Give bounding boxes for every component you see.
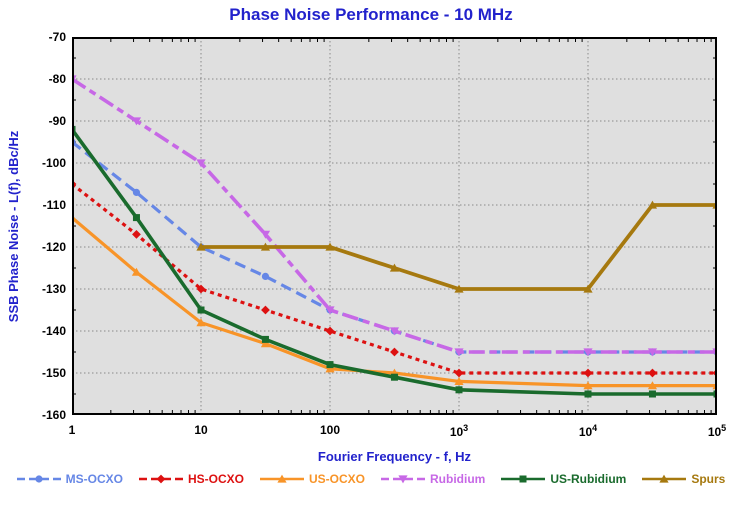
y-tick-label: -70 <box>48 30 66 44</box>
legend-label-us-rubidium: US-Rubidium <box>550 472 627 486</box>
plot-svg <box>72 37 717 415</box>
series-marker-us-ocxo <box>647 381 658 390</box>
series-marker-spurs <box>260 242 271 251</box>
series-marker-hs-ocxo <box>132 230 141 239</box>
x-axis-title: Fourier Frequency - f, Hz <box>317 449 472 464</box>
series-marker-rubidium <box>389 327 400 336</box>
series-marker-rubidium <box>325 306 335 315</box>
series-marker-rubidium <box>196 159 206 168</box>
y-tick-label: -120 <box>41 240 66 254</box>
series-marker-us-rubidium <box>648 390 656 398</box>
series-marker-us-ocxo <box>325 364 335 373</box>
y-tick-label: -130 <box>41 282 66 296</box>
legend-label-spurs: Spurs <box>691 472 726 486</box>
legend-item-us-rubidium: US-Rubidium <box>501 472 626 486</box>
legend-label-hs-ocxo: HS-OCXO <box>187 472 244 486</box>
legend: MS-OCXO HS-OCXO US-OCXO Rubidium US-Rubidium… <box>0 472 742 486</box>
series-marker-hs-ocxo <box>583 368 593 378</box>
series-marker-spurs <box>583 284 593 293</box>
x-tick-label: 10 <box>194 423 208 437</box>
series-marker-rubidium <box>647 348 658 357</box>
series-marker-spurs <box>325 242 335 251</box>
series-marker-spurs <box>647 200 658 209</box>
series-marker-us-ocxo <box>196 318 206 327</box>
legend-label-ms-ocxo: MS-OCXO <box>65 472 123 486</box>
legend-sample-us-rubidium <box>501 475 546 483</box>
legend-item-spurs: Spurs <box>642 472 725 486</box>
y-tick-label: -90 <box>48 114 66 128</box>
legend-label-us-ocxo: US-OCXO <box>309 472 366 486</box>
series-marker-us-ocxo <box>583 381 593 390</box>
legend-sample-rubidium <box>381 475 426 484</box>
series-marker-us-rubidium <box>390 373 398 381</box>
series-line-ms-ocxo <box>72 140 717 354</box>
series-marker-us-rubidium <box>261 335 269 343</box>
series-marker-rubidium <box>583 348 593 357</box>
series-marker-rubidium <box>454 348 464 357</box>
legend-item-rubidium: Rubidium <box>381 472 485 486</box>
x-tick-label: 103 <box>449 423 469 439</box>
y-tick-label: -140 <box>41 324 66 338</box>
series-marker-spurs <box>389 263 400 272</box>
series-marker-us-rubidium <box>132 214 140 222</box>
legend-sample-hs-ocxo <box>138 474 183 484</box>
series-line-us-rubidium <box>72 128 717 396</box>
y-tick-label: -100 <box>41 156 66 170</box>
legend-item-ms-ocxo: MS-OCXO <box>16 472 123 486</box>
y-axis-title-wrap: SSB Phase Noise - L(f), dBc/Hz <box>4 37 24 415</box>
x-tick-label: 1 <box>68 423 76 437</box>
y-tick-label: -150 <box>41 366 66 380</box>
series-line-spurs <box>201 203 717 291</box>
legend-sample-us-ocxo <box>260 474 304 483</box>
series-marker-ms-ocxo <box>261 272 270 280</box>
series-marker-hs-ocxo <box>390 347 399 357</box>
series-marker-us-rubidium <box>197 306 205 314</box>
legend-label-rubidium: Rubidium <box>430 472 486 486</box>
y-tick-label: -160 <box>41 408 66 422</box>
series-marker-us-rubidium <box>584 390 592 398</box>
series-marker-us-ocxo <box>454 377 464 385</box>
series-marker-rubidium <box>131 117 142 126</box>
x-tick-label: 100 <box>319 423 341 437</box>
series-marker-us-rubidium <box>455 386 463 394</box>
series-marker-hs-ocxo <box>261 305 270 315</box>
y-axis-title: SSB Phase Noise - L(f), dBc/Hz <box>6 130 22 322</box>
plot-background <box>72 37 717 415</box>
legend-sample-ms-ocxo <box>16 475 61 483</box>
legend-item-us-ocxo: US-OCXO <box>260 472 365 486</box>
legend-item-hs-ocxo: HS-OCXO <box>138 472 244 486</box>
y-tick-label: -80 <box>48 72 66 86</box>
x-tick-label: 104 <box>578 423 598 439</box>
series-marker-us-ocxo <box>260 339 271 348</box>
plot-border <box>72 37 717 415</box>
series-marker-us-ocxo <box>131 267 142 276</box>
series-marker-hs-ocxo <box>325 326 335 336</box>
x-tick-label: 105 <box>707 423 727 439</box>
series-marker-spurs <box>454 284 464 293</box>
series-marker-us-rubidium <box>326 361 334 369</box>
series-marker-hs-ocxo <box>454 368 464 378</box>
series-marker-spurs <box>196 242 206 251</box>
y-tick-label: -110 <box>42 198 66 212</box>
series-marker-ms-ocxo <box>132 188 141 196</box>
series-marker-hs-ocxo <box>648 368 657 378</box>
chart-title: Phase Noise Performance - 10 MHz <box>229 5 513 24</box>
legend-sample-spurs <box>642 474 687 483</box>
series-marker-rubidium <box>260 230 271 239</box>
plot-area <box>72 37 717 415</box>
